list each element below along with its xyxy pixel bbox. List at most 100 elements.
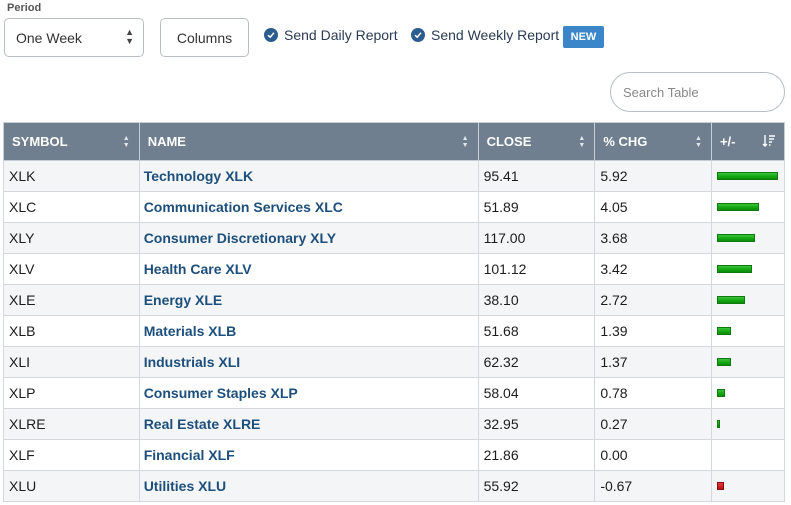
period-value: One Week <box>16 29 82 46</box>
send-daily-report-link[interactable]: Send Daily Report <box>264 27 398 43</box>
send-weekly-report-link[interactable]: Send Weekly Report <box>411 27 559 43</box>
symbol-cell: XLB <box>3 315 140 347</box>
period-select[interactable]: One Week ▲ ▼ <box>4 18 144 57</box>
chg-cell: 2.72 <box>594 284 712 316</box>
table-row: XLK Technology XLK 95.41 5.92 <box>3 160 786 192</box>
positive-change-bar <box>716 389 725 397</box>
positive-change-bar <box>716 265 752 273</box>
close-cell: 32.95 <box>477 408 596 440</box>
column-header-name[interactable]: NAME ▲ ▼ <box>138 122 479 161</box>
table-row: XLC Communication Services XLC 51.89 4.05 <box>3 191 786 223</box>
table-row: XLI Industrials XLI 62.32 1.37 <box>3 346 786 378</box>
name-link[interactable]: Financial XLF <box>138 439 479 471</box>
close-cell: 62.32 <box>477 346 596 378</box>
plusminus-cell <box>710 191 786 223</box>
name-link[interactable]: Materials XLB <box>138 315 479 347</box>
sort-icon: ▲ ▼ <box>578 135 586 149</box>
chg-cell: 3.42 <box>594 253 712 285</box>
plusminus-cell <box>710 160 786 192</box>
plusminus-cell <box>710 470 786 502</box>
close-cell: 58.04 <box>477 377 596 409</box>
name-link[interactable]: Consumer Staples XLP <box>138 377 479 409</box>
column-header-plusminus[interactable]: +/- <box>710 122 786 161</box>
close-cell: 101.12 <box>477 253 596 285</box>
check-circle-icon <box>264 28 278 42</box>
symbol-cell: XLY <box>3 222 140 254</box>
symbol-cell: XLC <box>3 191 140 223</box>
search-input[interactable] <box>610 72 785 112</box>
close-cell: 55.92 <box>477 470 596 502</box>
symbol-cell: XLU <box>3 470 140 502</box>
table-row: XLP Consumer Staples XLP 58.04 0.78 <box>3 377 786 409</box>
chg-cell: -0.67 <box>594 470 712 502</box>
chg-cell: 1.39 <box>594 315 712 347</box>
chg-cell: 4.05 <box>594 191 712 223</box>
close-cell: 95.41 <box>477 160 596 192</box>
negative-change-bar <box>716 482 724 490</box>
positive-change-bar <box>716 420 720 428</box>
chg-cell: 5.92 <box>594 160 712 192</box>
table-row: XLRE Real Estate XLRE 32.95 0.27 <box>3 408 786 440</box>
plusminus-cell <box>710 346 786 378</box>
sort-descending-icon <box>762 134 776 151</box>
plusminus-cell <box>710 284 786 316</box>
name-link[interactable]: Utilities XLU <box>138 470 479 502</box>
table-row: XLU Utilities XLU 55.92 -0.67 <box>3 470 786 502</box>
positive-change-bar <box>716 296 745 304</box>
close-cell: 51.89 <box>477 191 596 223</box>
close-cell: 51.68 <box>477 315 596 347</box>
name-link[interactable]: Technology XLK <box>138 160 479 192</box>
name-link[interactable]: Real Estate XLRE <box>138 408 479 440</box>
name-link[interactable]: Industrials XLI <box>138 346 479 378</box>
positive-change-bar <box>716 234 755 242</box>
symbol-cell: XLI <box>3 346 140 378</box>
sort-icon: ▲ ▼ <box>122 135 130 149</box>
column-header-chg[interactable]: % CHG ▲ ▼ <box>594 122 712 161</box>
symbol-cell: XLF <box>3 439 140 471</box>
plusminus-cell <box>710 253 786 285</box>
name-link[interactable]: Consumer Discretionary XLY <box>138 222 479 254</box>
symbol-cell: XLRE <box>3 408 140 440</box>
select-arrows-icon: ▲ ▼ <box>125 27 134 46</box>
check-circle-icon <box>411 28 425 42</box>
chg-cell: 0.27 <box>594 408 712 440</box>
positive-change-bar <box>716 327 731 335</box>
positive-change-bar <box>716 203 759 211</box>
chg-cell: 0.78 <box>594 377 712 409</box>
sort-icon: ▲ ▼ <box>695 135 702 149</box>
plusminus-cell <box>710 408 786 440</box>
new-badge: NEW <box>563 26 604 48</box>
plusminus-cell <box>710 315 786 347</box>
chg-cell: 3.68 <box>594 222 712 254</box>
symbol-cell: XLK <box>3 160 140 192</box>
symbol-cell: XLE <box>3 284 140 316</box>
chg-cell: 0.00 <box>594 439 712 471</box>
close-cell: 117.00 <box>477 222 596 254</box>
sort-icon: ▲ ▼ <box>461 135 469 149</box>
name-link[interactable]: Communication Services XLC <box>138 191 479 223</box>
table-row: XLV Health Care XLV 101.12 3.42 <box>3 253 786 285</box>
columns-button[interactable]: Columns <box>160 18 249 57</box>
table-row: XLF Financial XLF 21.86 0.00 <box>3 439 786 471</box>
name-link[interactable]: Health Care XLV <box>138 253 479 285</box>
close-cell: 38.10 <box>477 284 596 316</box>
name-link[interactable]: Energy XLE <box>138 284 479 316</box>
symbol-cell: XLV <box>3 253 140 285</box>
column-header-symbol[interactable]: SYMBOL ▲ ▼ <box>3 122 140 161</box>
close-cell: 21.86 <box>477 439 596 471</box>
chg-cell: 1.37 <box>594 346 712 378</box>
positive-change-bar <box>716 172 778 180</box>
column-header-close[interactable]: CLOSE ▲ ▼ <box>477 122 596 161</box>
period-label: Period <box>7 2 42 14</box>
plusminus-cell <box>710 222 786 254</box>
table-row: XLE Energy XLE 38.10 2.72 <box>3 284 786 316</box>
symbol-cell: XLP <box>3 377 140 409</box>
table-row: XLY Consumer Discretionary XLY 117.00 3.68 <box>3 222 786 254</box>
sector-table: SYMBOL ▲ ▼ NAME ▲ ▼ CLOSE ▲ ▼ % CHG ▲ ▼ +/- <box>3 122 786 502</box>
plusminus-cell <box>710 439 786 471</box>
positive-change-bar <box>716 358 731 366</box>
plusminus-cell <box>710 377 786 409</box>
send-daily-report-label: Send Daily Report <box>284 27 398 43</box>
send-weekly-report-label: Send Weekly Report <box>431 27 560 43</box>
table-row: XLB Materials XLB 51.68 1.39 <box>3 315 786 347</box>
